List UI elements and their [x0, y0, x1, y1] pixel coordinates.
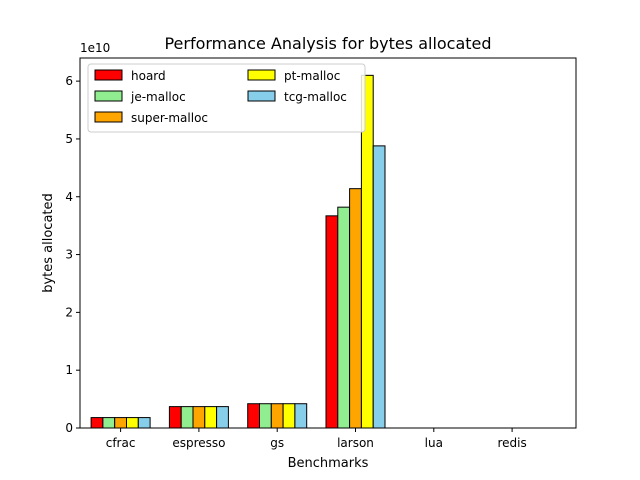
bar-je-malloc-gs [259, 403, 272, 429]
legend-label-tcg-malloc: tcg-malloc [284, 90, 347, 104]
bar-pt-malloc-espresso [204, 406, 218, 429]
legend-label-hoard: hoard [131, 69, 166, 83]
x-axis-label: Benchmarks [288, 456, 369, 471]
plot-frame [79, 57, 577, 429]
bar-super-malloc-gs [270, 403, 284, 429]
bar-tcg-malloc-gs [294, 403, 308, 429]
bar-pt-malloc-cfrac [126, 417, 139, 429]
y-tick-label: 3 [65, 248, 73, 262]
x-tick-label: larson [337, 436, 374, 450]
bar-hoard-cfrac [90, 417, 104, 429]
legend: hoard je-malloc super-malloc pt-malloc tcg-m… [87, 63, 366, 133]
legend-swatch-hoard [94, 69, 123, 81]
legend-swatch-tcg-malloc [247, 90, 276, 102]
bar-tcg-malloc-larson [372, 145, 386, 429]
y-axis-multiplier: 1e10 [80, 41, 110, 55]
bar-je-malloc-larson [337, 206, 351, 429]
bar-tcg-malloc-espresso [216, 406, 229, 429]
legend-swatch-pt-malloc [247, 69, 276, 81]
y-axis-label: bytes allocated [41, 193, 56, 293]
legend-box [87, 63, 366, 133]
x-tick-label: lua [425, 436, 443, 450]
legend-label-pt-malloc: pt-malloc [284, 69, 340, 83]
y-ticks-group: 0 1 2 3 4 5 6 [65, 74, 80, 435]
bar-super-malloc-larson [349, 188, 362, 429]
chart-title: Performance Analysis for bytes allocated [164, 34, 491, 53]
bar-je-malloc-espresso [180, 406, 194, 429]
bar-hoard-gs [247, 403, 260, 429]
y-tick-label: 6 [65, 74, 73, 88]
bar-super-malloc-espresso [192, 406, 206, 429]
y-tick-label: 4 [65, 190, 73, 204]
legend-label-super-malloc: super-malloc [131, 111, 208, 125]
x-tick-label: cfrac [106, 436, 136, 450]
bar-tcg-malloc-cfrac [137, 417, 151, 429]
x-tick-label: gs [270, 436, 284, 450]
bar-hoard-larson [325, 215, 339, 429]
legend-swatch-super-malloc [94, 111, 123, 123]
y-tick-label: 0 [65, 421, 73, 435]
legend-label-je-malloc: je-malloc [130, 90, 186, 104]
bars-group [90, 74, 386, 429]
y-tick-label: 1 [65, 363, 73, 377]
x-tick-label: espresso [172, 436, 225, 450]
y-tick-label: 2 [65, 305, 73, 319]
x-tick-label: redis [497, 436, 526, 450]
bar-je-malloc-cfrac [102, 417, 116, 429]
bar-hoard-espresso [168, 406, 182, 429]
legend-swatch-je-malloc [94, 90, 123, 102]
y-tick-label: 5 [65, 132, 73, 146]
bar-super-malloc-cfrac [114, 417, 127, 429]
bar-pt-malloc-gs [282, 403, 296, 429]
x-ticks-group: cfrac espresso gs larson lua redis [106, 428, 527, 450]
